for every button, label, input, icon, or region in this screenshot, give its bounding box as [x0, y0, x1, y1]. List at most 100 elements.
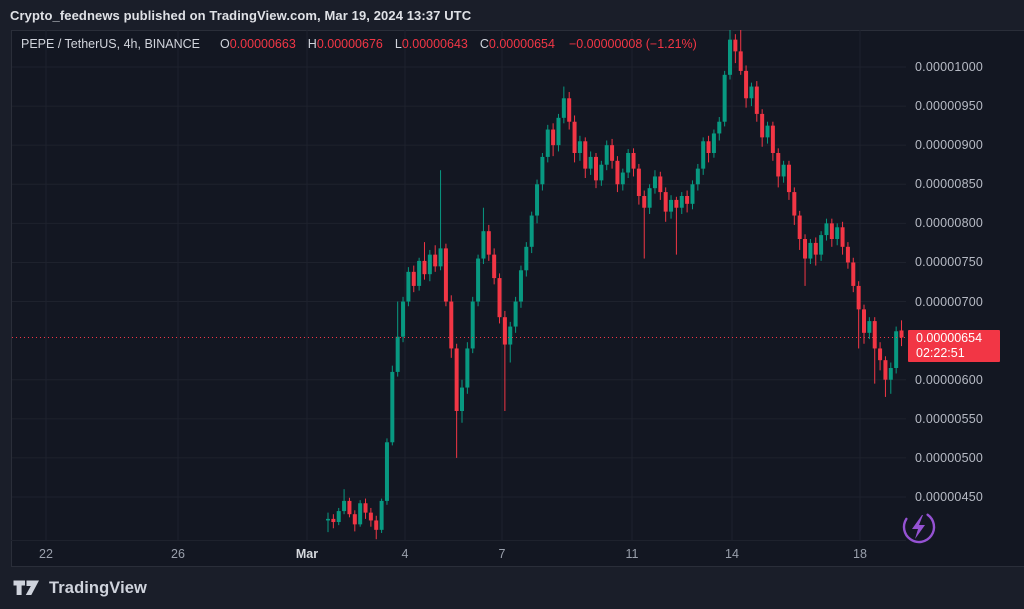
candles-layer — [326, 30, 904, 540]
candle-body — [535, 184, 540, 216]
candle-body — [899, 330, 904, 338]
candle-body — [690, 184, 695, 204]
price-tick-label: 0.00000600 — [915, 372, 984, 387]
candle-body — [701, 141, 706, 169]
candle-body — [738, 51, 743, 71]
candle-body — [492, 254, 497, 279]
candle-body — [518, 270, 523, 302]
price-scale[interactable]: 0.00001000 0.00000950 0.00000900 0.00000850… — [906, 30, 1024, 540]
candle-body — [470, 301, 475, 349]
time-scale[interactable]: 22 26 Mar 4 7 11 14 18 — [11, 540, 906, 568]
ohlc-open: O0.00000663 — [220, 37, 296, 51]
candle-body — [851, 262, 856, 286]
candle-body — [368, 512, 373, 521]
ohlc-close: C0.00000654 — [479, 37, 555, 51]
tradingview-logo-icon — [13, 580, 39, 595]
candle-body — [331, 518, 336, 523]
candle-body — [454, 348, 459, 411]
candle-body — [856, 285, 861, 310]
price-tick-label: 0.00000750 — [915, 255, 984, 270]
candle-body — [352, 514, 357, 525]
candle-body — [728, 39, 732, 75]
candle-body — [326, 518, 330, 521]
footer: TradingView — [0, 567, 1024, 609]
candle-body — [862, 309, 866, 333]
candle-body — [545, 129, 550, 157]
price-tick-label: 0.00000700 — [915, 294, 984, 309]
candle-body — [438, 248, 443, 267]
candle-body — [476, 258, 481, 302]
candle-body — [502, 317, 507, 345]
candle-body — [561, 98, 566, 118]
candle-body — [620, 172, 625, 185]
candle-body — [529, 215, 534, 247]
candle-body — [679, 195, 684, 208]
candle-body — [883, 360, 888, 380]
price-tick-label: 0.00000950 — [915, 99, 984, 114]
candle-body — [551, 129, 556, 146]
candle-body — [792, 192, 797, 216]
candle-body — [636, 168, 641, 196]
candle-body — [717, 121, 722, 134]
symbol-legend[interactable]: PEPE / TetherUS, 4h, BINANCE O0.00000663… — [21, 35, 697, 53]
candle-body — [524, 246, 529, 271]
candle-body — [867, 321, 872, 333]
candle-body — [583, 141, 588, 169]
candle-body — [449, 301, 454, 349]
time-tick-label: 18 — [853, 547, 867, 561]
candle-body — [599, 164, 604, 181]
price-tick-label: 0.00000800 — [915, 216, 984, 231]
candle-body — [460, 387, 464, 411]
candle-body — [395, 336, 400, 372]
candle-countdown: 02:22:51 — [916, 345, 965, 360]
candle-body — [878, 348, 883, 361]
candle-body — [610, 145, 615, 161]
candle-body — [626, 152, 631, 173]
attribution-bar: Crypto_feednews published on TradingView… — [0, 0, 1024, 30]
time-tick-label: 14 — [725, 547, 739, 561]
ohlc-high: H0.00000676 — [307, 37, 383, 51]
candle-body — [594, 156, 598, 181]
tradingview-logo[interactable]: TradingView — [13, 579, 147, 598]
candle-body — [652, 176, 657, 189]
ohlc-low: L0.00000643 — [394, 37, 468, 51]
candle-body — [390, 371, 395, 443]
time-tick-label: 7 — [498, 547, 506, 561]
tradingview-wordmark: TradingView — [49, 578, 147, 597]
candle-body — [433, 254, 438, 267]
current-price-value: 0.00000654 — [916, 330, 983, 345]
candle-body — [465, 348, 470, 388]
candle-body — [411, 271, 416, 286]
candle-body — [647, 188, 652, 208]
candle-body — [786, 164, 791, 193]
candle-body — [384, 442, 389, 501]
candle-body — [765, 125, 770, 138]
candle-body — [749, 86, 754, 99]
time-tick-label: 4 — [401, 547, 409, 561]
candle-body — [781, 164, 786, 177]
candle-body — [347, 500, 352, 515]
candle-body — [417, 260, 422, 286]
lightning-icon[interactable] — [898, 506, 940, 548]
price-change: −0.00000008 (−1.21%) — [568, 37, 697, 51]
candle-body — [342, 500, 347, 512]
time-tick-label: 26 — [171, 547, 185, 561]
symbol-title[interactable]: PEPE / TetherUS, 4h, BINANCE — [21, 37, 201, 51]
candle-body — [556, 117, 561, 146]
candle-body — [733, 39, 738, 52]
candle-body — [379, 500, 384, 530]
candle-body — [422, 260, 427, 275]
candle-body — [336, 511, 341, 523]
candle-body — [840, 227, 845, 247]
candle-body — [508, 326, 513, 345]
candle-body — [824, 223, 829, 236]
candle-body — [658, 176, 663, 193]
candle-body — [829, 223, 834, 239]
candle-body — [642, 195, 647, 208]
candle-body — [744, 70, 749, 99]
candle-body — [497, 278, 502, 318]
candle-body — [770, 125, 775, 153]
candle-body — [669, 199, 674, 212]
